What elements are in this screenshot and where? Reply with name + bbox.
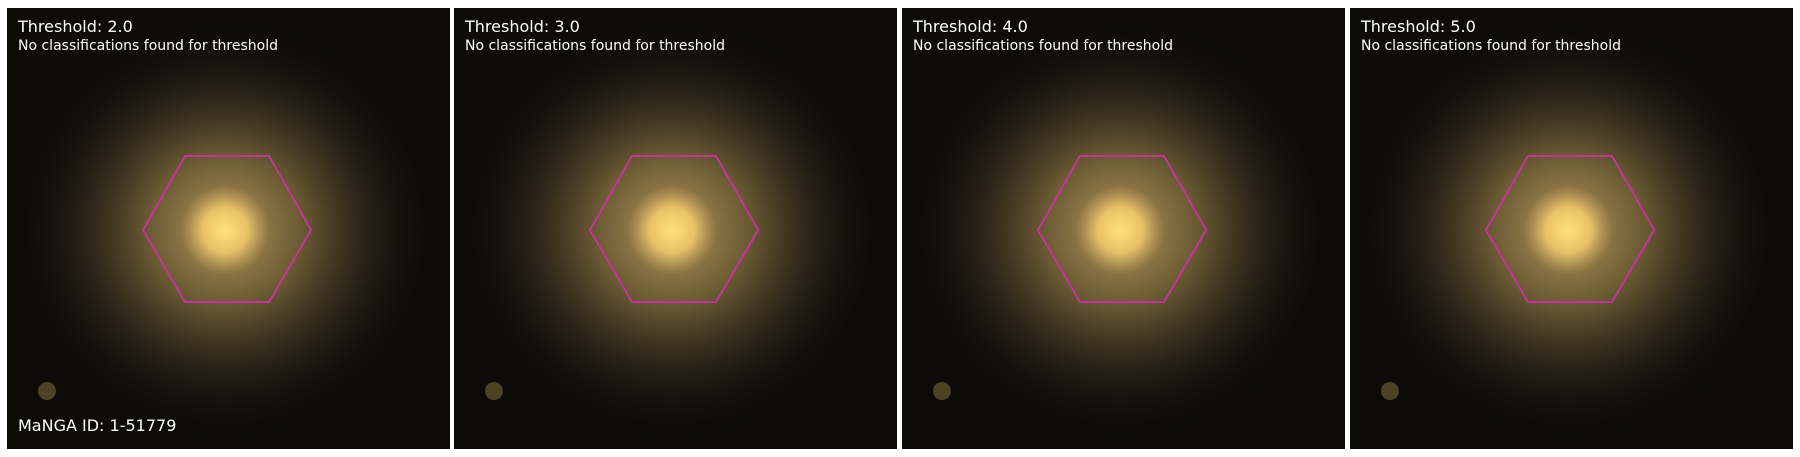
status-message: No classifications found for threshold <box>465 38 725 54</box>
galaxy-image <box>1350 8 1793 449</box>
galaxy-panel-threshold-4: Threshold: 4.0 No classifications found … <box>902 8 1345 449</box>
threshold-label: Threshold: 3.0 <box>465 17 580 36</box>
background-star <box>485 382 503 400</box>
background-star <box>1381 382 1399 400</box>
threshold-label: Threshold: 5.0 <box>1361 17 1476 36</box>
galaxy-image <box>7 8 450 449</box>
background-star <box>933 382 951 400</box>
hexagon-ifu-footprint <box>1036 155 1208 303</box>
threshold-label: Threshold: 2.0 <box>18 17 133 36</box>
status-message: No classifications found for threshold <box>913 38 1173 54</box>
galaxy-panel-threshold-2: Threshold: 2.0 No classifications found … <box>7 8 450 449</box>
galaxy-core <box>627 185 717 275</box>
status-message: No classifications found for threshold <box>1361 38 1621 54</box>
hexagon-ifu-footprint <box>588 155 760 303</box>
threshold-label: Threshold: 4.0 <box>913 17 1028 36</box>
galaxy-panel-threshold-5: Threshold: 5.0 No classifications found … <box>1350 8 1793 449</box>
status-message: No classifications found for threshold <box>18 38 278 54</box>
hexagon-ifu-footprint <box>1484 155 1656 303</box>
galaxy-image <box>902 8 1345 449</box>
manga-id-label: MaNGA ID: 1-51779 <box>18 416 177 435</box>
background-star <box>38 382 56 400</box>
galaxy-core <box>180 185 270 275</box>
hexagon-ifu-footprint <box>141 155 313 303</box>
galaxy-core <box>1523 185 1613 275</box>
galaxy-panel-threshold-3: Threshold: 3.0 No classifications found … <box>454 8 897 449</box>
galaxy-core <box>1075 185 1165 275</box>
galaxy-image <box>454 8 897 449</box>
